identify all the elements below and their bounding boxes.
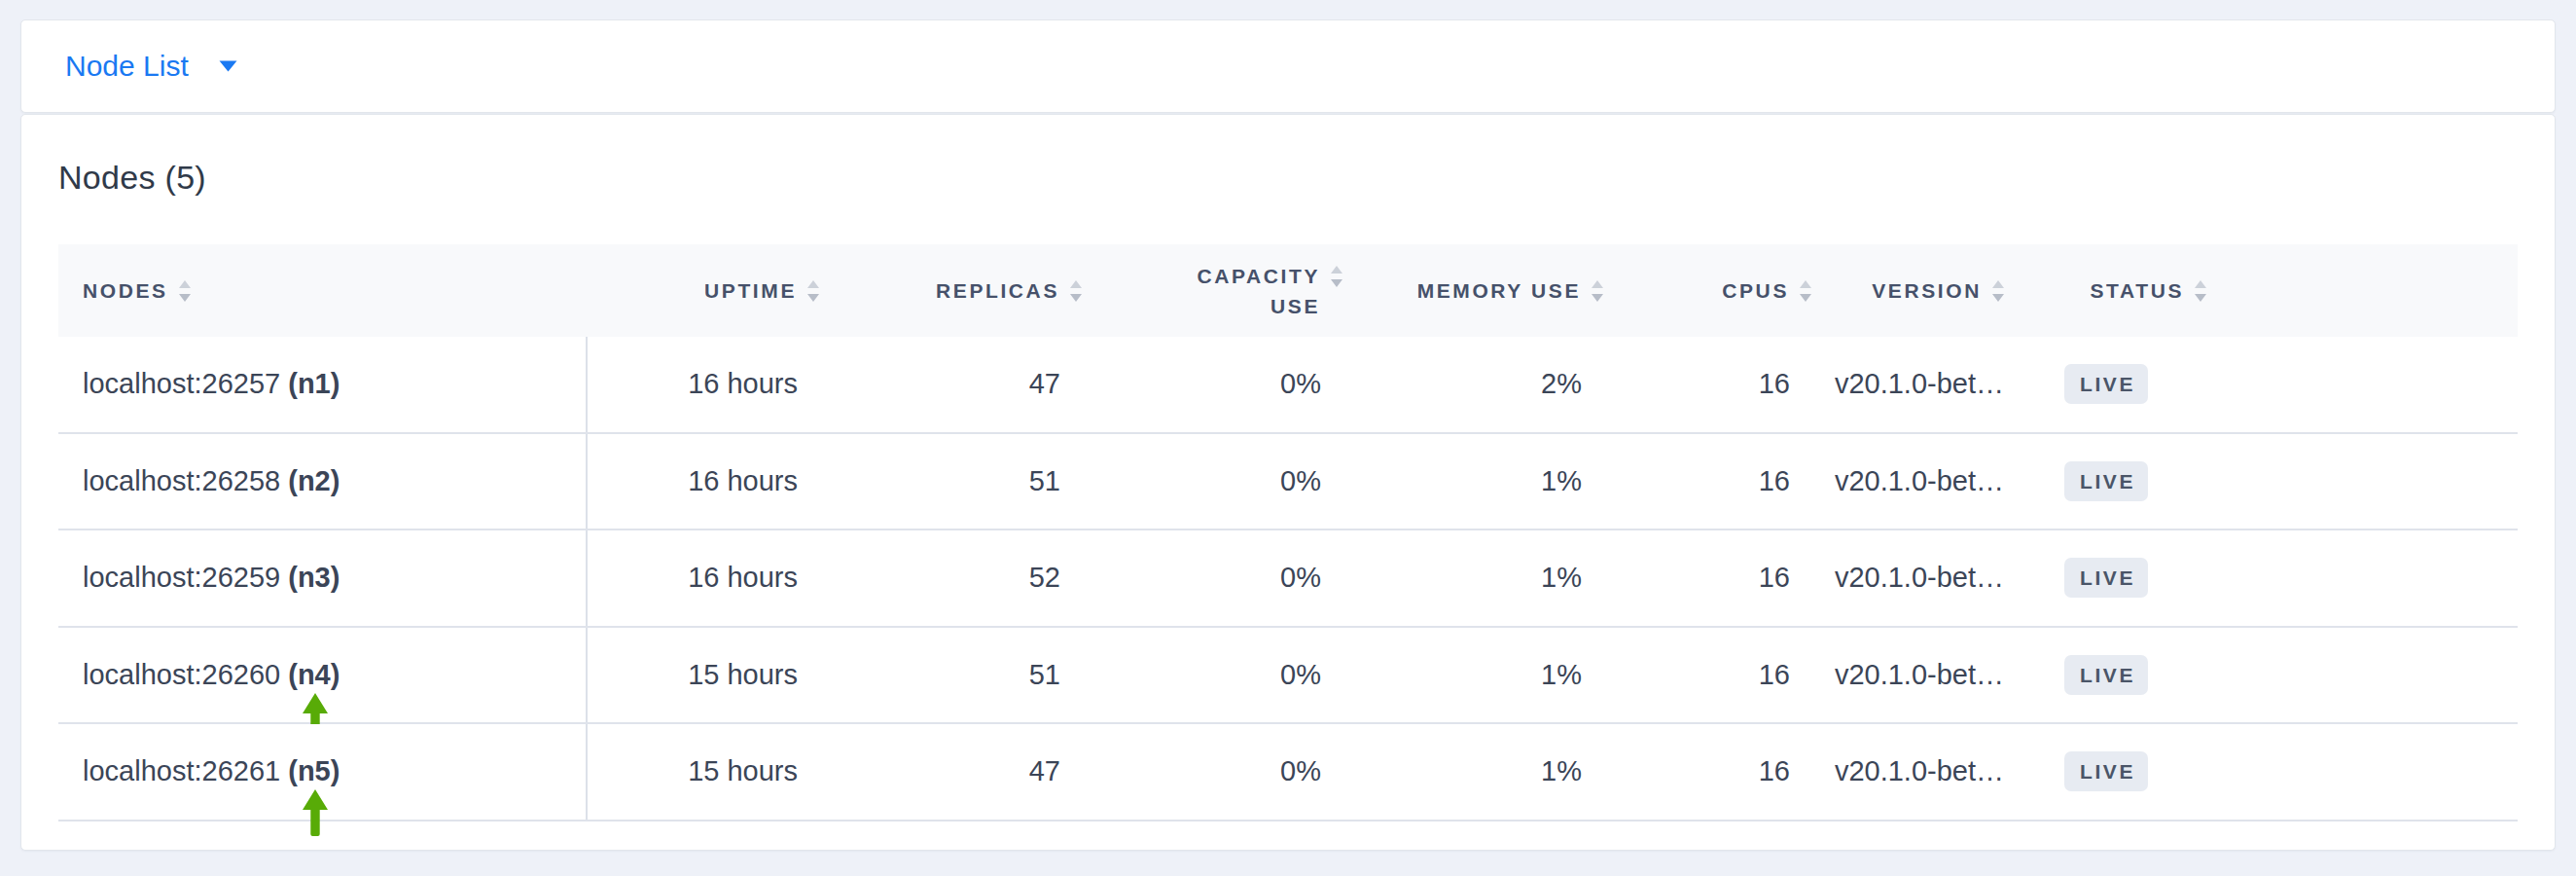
status-badge: LIVE: [2064, 558, 2148, 598]
status-cell: LIVE: [2014, 529, 2216, 627]
column-header-capacity-use[interactable]: CAPACITY USE: [1091, 244, 1352, 337]
cpus-cell: 16: [1613, 723, 1821, 821]
cpus-cell: 16: [1613, 433, 1821, 530]
node-list-page: { "topbar": { "dropdown_label": "Node Li…: [0, 0, 2576, 876]
table-row-n1: localhost:26257 (n1) 16 hours 47 0% 2% 1…: [58, 337, 2518, 433]
spacer-cell: [2216, 433, 2518, 530]
replicas-cell: 47: [829, 337, 1091, 433]
column-header-memory-use[interactable]: MEMORY USE: [1352, 244, 1613, 337]
nodes-panel: Nodes (5) NODES UPTIME: [20, 114, 2556, 851]
replicas-cell: 47: [829, 723, 1091, 821]
column-header-nodes[interactable]: NODES: [58, 244, 587, 337]
spacer-cell: [2216, 723, 2518, 821]
version-cell: v20.1.0-bet…: [1821, 337, 2014, 433]
sort-arrows-icon: [1329, 264, 1344, 289]
uptime-cell: 16 hours: [587, 337, 829, 433]
capacity-use-cell: 0%: [1091, 433, 1352, 530]
cpus-cell: 16: [1613, 529, 1821, 627]
status-badge: LIVE: [2064, 364, 2148, 404]
cpus-cell: 16: [1613, 337, 1821, 433]
node-table: NODES UPTIME R: [58, 244, 2518, 821]
capacity-use-cell: 0%: [1091, 723, 1352, 821]
replicas-cell: 51: [829, 627, 1091, 724]
sort-arrows-icon: [1798, 278, 1813, 304]
cpus-cell: 16: [1613, 627, 1821, 724]
status-badge: LIVE: [2064, 751, 2148, 791]
node-address-cell: localhost:26257 (n1): [58, 337, 587, 433]
memory-use-cell: 1%: [1352, 723, 1613, 821]
spacer-cell: [2216, 337, 2518, 433]
chevron-down-icon: [219, 60, 237, 72]
sort-arrows-icon: [1990, 278, 2006, 304]
memory-use-cell: 1%: [1352, 529, 1613, 627]
status-cell: LIVE: [2014, 337, 2216, 433]
memory-use-cell: 1%: [1352, 433, 1613, 530]
sort-arrows-icon: [1068, 278, 1084, 304]
node-address-cell: localhost:26261 (n5): [58, 723, 587, 821]
status-cell: LIVE: [2014, 723, 2216, 821]
table-row-n4: localhost:26260 (n4) 15 hours 51 0% 1% 1…: [58, 627, 2518, 724]
column-header-replicas[interactable]: REPLICAS: [829, 244, 1091, 337]
sort-arrows-icon: [1590, 278, 1605, 304]
table-row-n3: localhost:26259 (n3) 16 hours 52 0% 1% 1…: [58, 529, 2518, 627]
spacer-cell: [2216, 627, 2518, 724]
node-address-cell: localhost:26260 (n4): [58, 627, 587, 724]
table-row-n2: localhost:26258 (n2) 16 hours 51 0% 1% 1…: [58, 433, 2518, 530]
column-header-spacer: [2216, 244, 2518, 337]
replicas-cell: 52: [829, 529, 1091, 627]
uptime-cell: 15 hours: [587, 723, 829, 821]
status-cell: LIVE: [2014, 627, 2216, 724]
node-address-cell: localhost:26258 (n2): [58, 433, 587, 530]
column-header-uptime[interactable]: UPTIME: [587, 244, 829, 337]
uptime-cell: 16 hours: [587, 433, 829, 530]
column-header-version[interactable]: VERSION: [1821, 244, 2014, 337]
status-badge: LIVE: [2064, 461, 2148, 501]
spacer-cell: [2216, 529, 2518, 627]
sort-arrows-icon: [177, 278, 193, 304]
replicas-cell: 51: [829, 433, 1091, 530]
view-dropdown[interactable]: Node List: [65, 50, 237, 83]
memory-use-cell: 2%: [1352, 337, 1613, 433]
memory-use-cell: 1%: [1352, 627, 1613, 724]
uptime-cell: 16 hours: [587, 529, 829, 627]
capacity-use-cell: 0%: [1091, 529, 1352, 627]
sort-arrows-icon: [805, 278, 821, 304]
status-cell: LIVE: [2014, 433, 2216, 530]
uptime-cell: 15 hours: [587, 627, 829, 724]
new-node-arrow-icon: [302, 789, 329, 836]
status-badge: LIVE: [2064, 655, 2148, 695]
version-cell: v20.1.0-bet…: [1821, 433, 2014, 530]
node-address-cell: localhost:26259 (n3): [58, 529, 587, 627]
capacity-use-cell: 0%: [1091, 627, 1352, 724]
capacity-use-cell: 0%: [1091, 337, 1352, 433]
column-header-status[interactable]: STATUS: [2014, 244, 2216, 337]
sort-arrows-icon: [2193, 278, 2208, 304]
version-cell: v20.1.0-bet…: [1821, 723, 2014, 821]
version-cell: v20.1.0-bet…: [1821, 627, 2014, 724]
table-header-row: NODES UPTIME R: [58, 244, 2518, 337]
view-dropdown-label: Node List: [65, 50, 189, 83]
version-cell: v20.1.0-bet…: [1821, 529, 2014, 627]
table-row-n5: localhost:26261 (n5) 15 hours 47 0% 1% 1…: [58, 723, 2518, 821]
panel-title: Nodes (5): [58, 115, 2518, 197]
column-header-cpus[interactable]: CPUS: [1613, 244, 1821, 337]
page-header-bar: Node List: [20, 19, 2556, 113]
